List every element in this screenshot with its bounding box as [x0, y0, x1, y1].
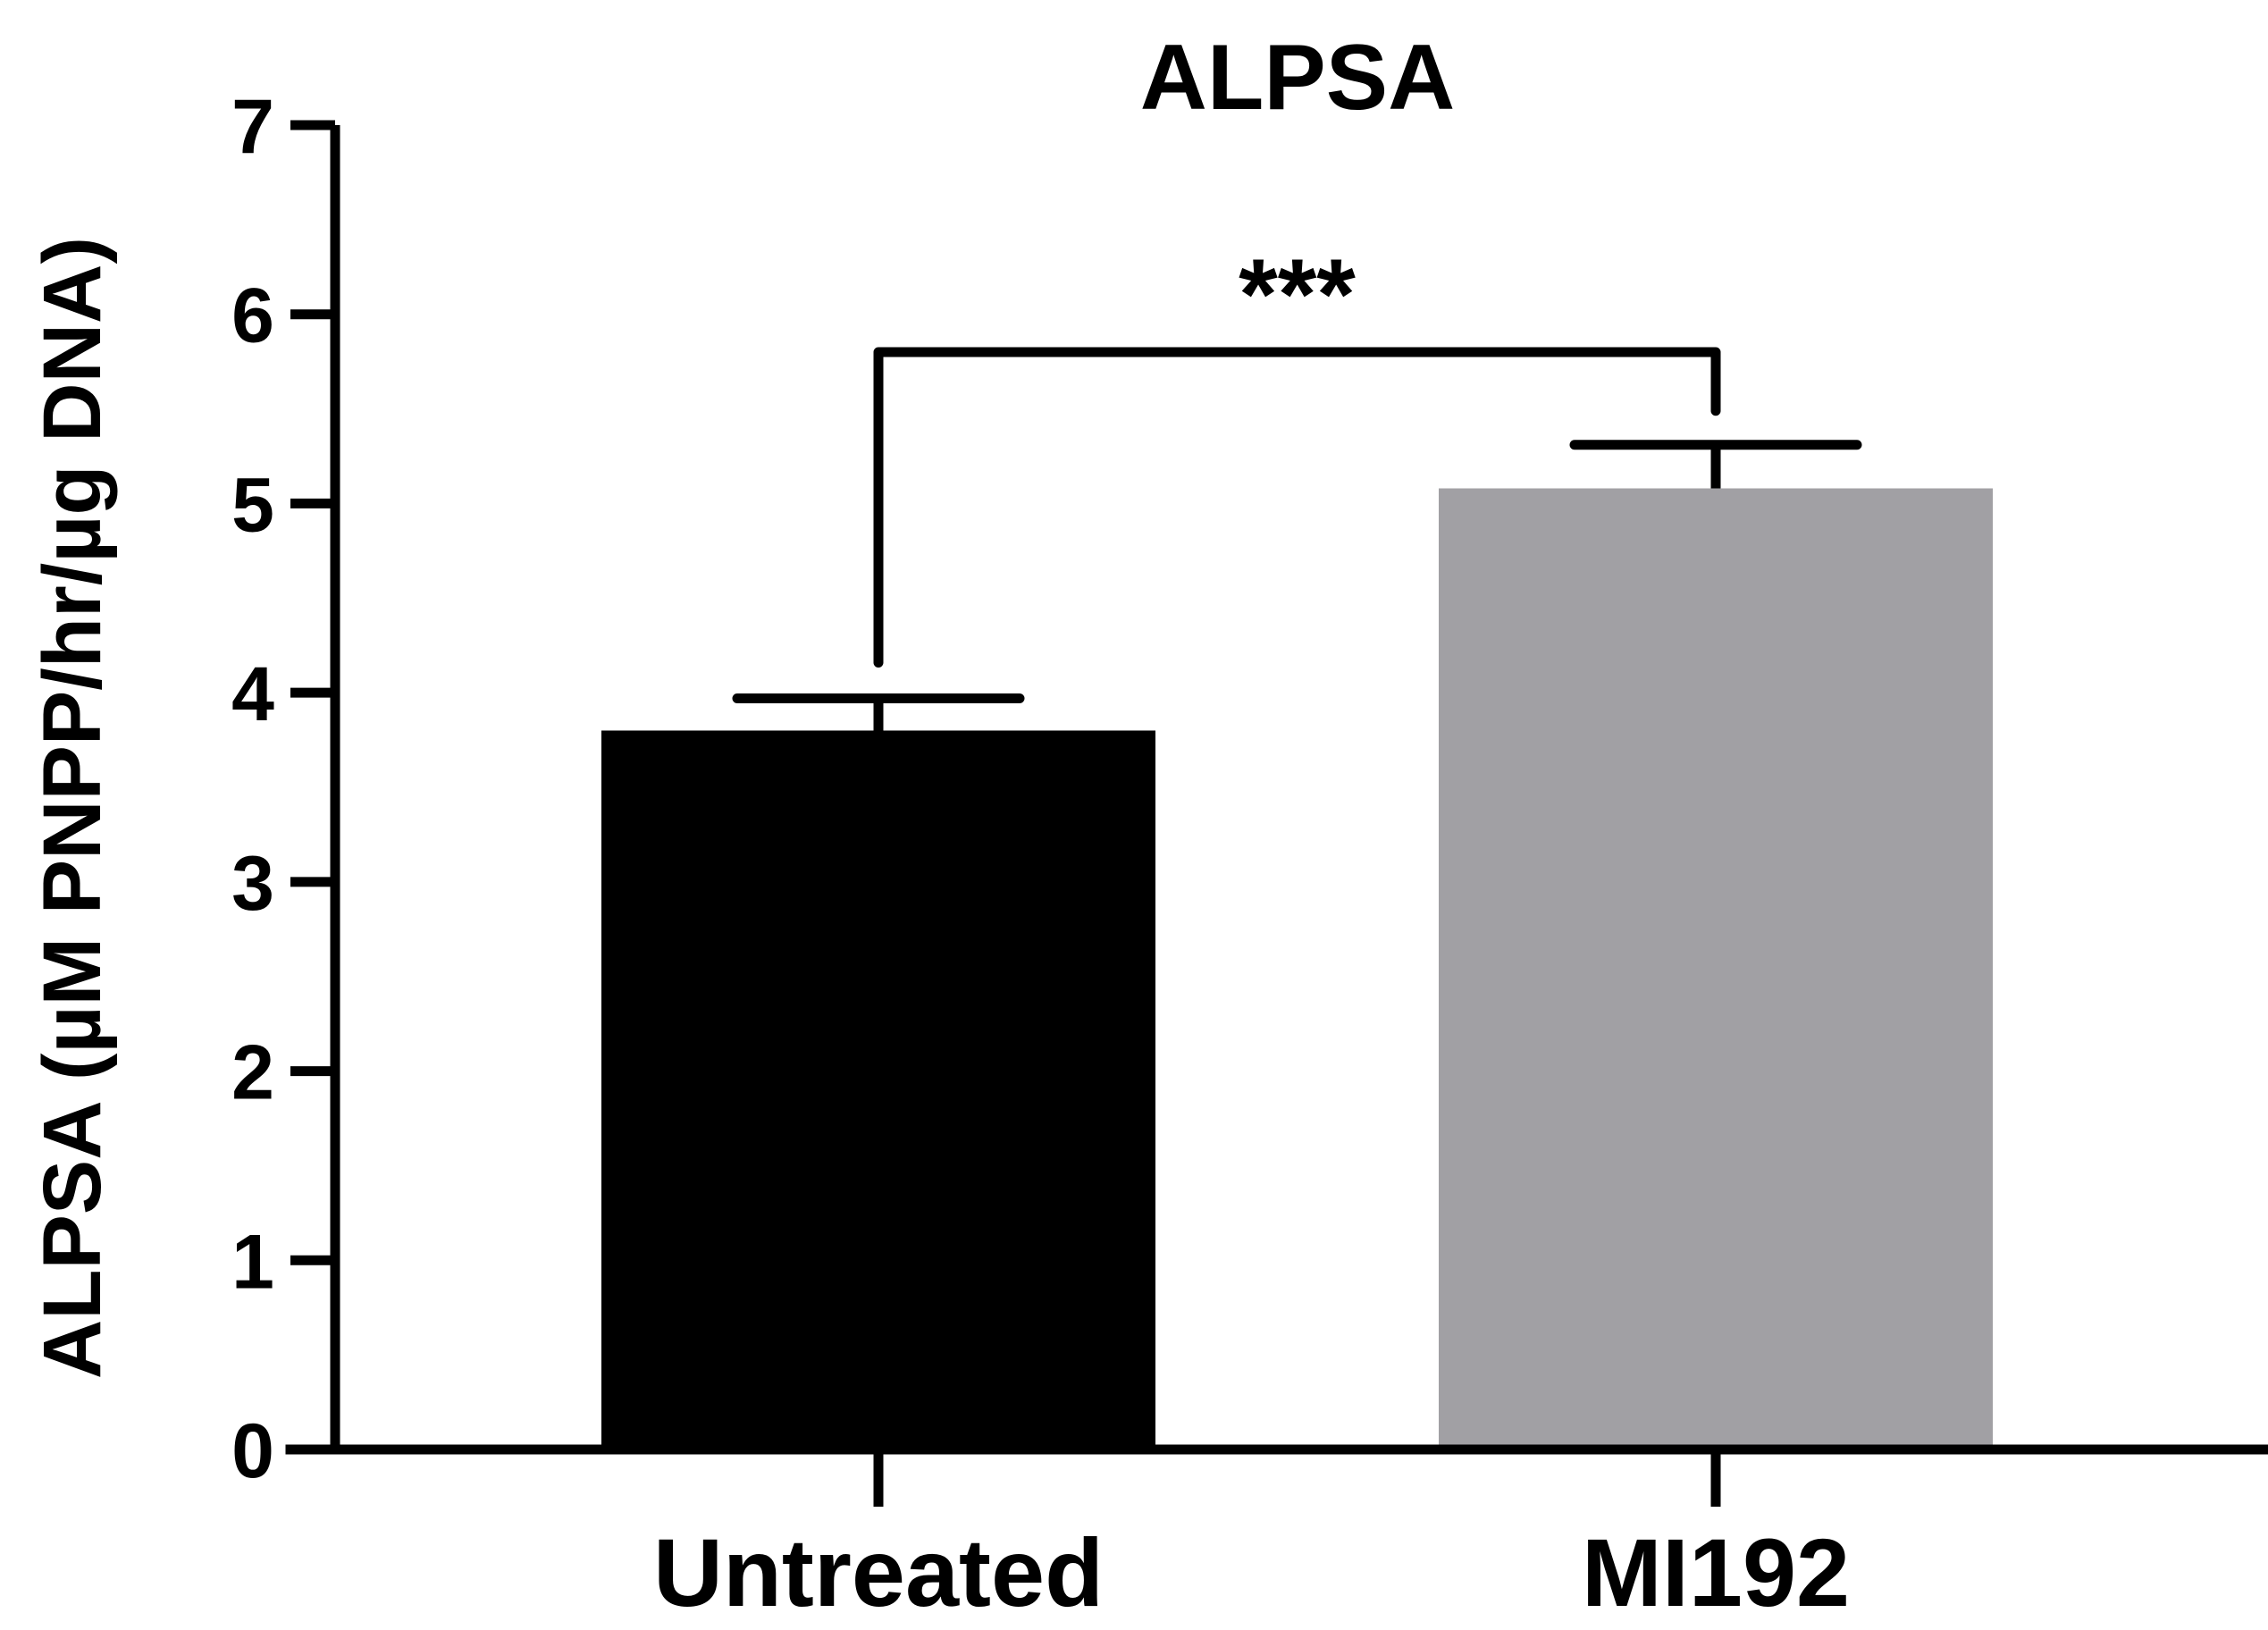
significance-layer: *** [873, 239, 1721, 668]
x-tick-label-untreated: Untreated [653, 1518, 1104, 1626]
significance-label: *** [1239, 239, 1356, 350]
y-tick-label-3: 3 [231, 841, 274, 927]
y-tick-label-5: 5 [231, 462, 274, 548]
y-tick-label-6: 6 [231, 273, 274, 359]
y-tick-label-1: 1 [231, 1219, 274, 1305]
x-ticks-layer: Untreated MI192 [653, 1449, 1850, 1626]
bar-untreated [601, 730, 1155, 1449]
axes-layer [285, 125, 2268, 1455]
y-ticks-layer: 0 1 2 3 4 5 6 7 [231, 84, 335, 1494]
y-tick-label-2: 2 [231, 1030, 274, 1116]
chart-title: ALPSA [1140, 26, 1455, 130]
y-axis-label: ALPSA (µM PNPP/hr/µg DNA) [27, 237, 118, 1379]
bars-layer [601, 488, 1993, 1449]
y-tick-label-4: 4 [231, 651, 274, 737]
error-bars-layer [732, 440, 1862, 731]
x-tick-label-mi192: MI192 [1582, 1518, 1850, 1626]
y-tick-label-7: 7 [231, 84, 274, 170]
significance-bracket [873, 347, 1721, 668]
bar-mi192 [1439, 488, 1993, 1449]
y-tick-label-0: 0 [231, 1408, 274, 1494]
